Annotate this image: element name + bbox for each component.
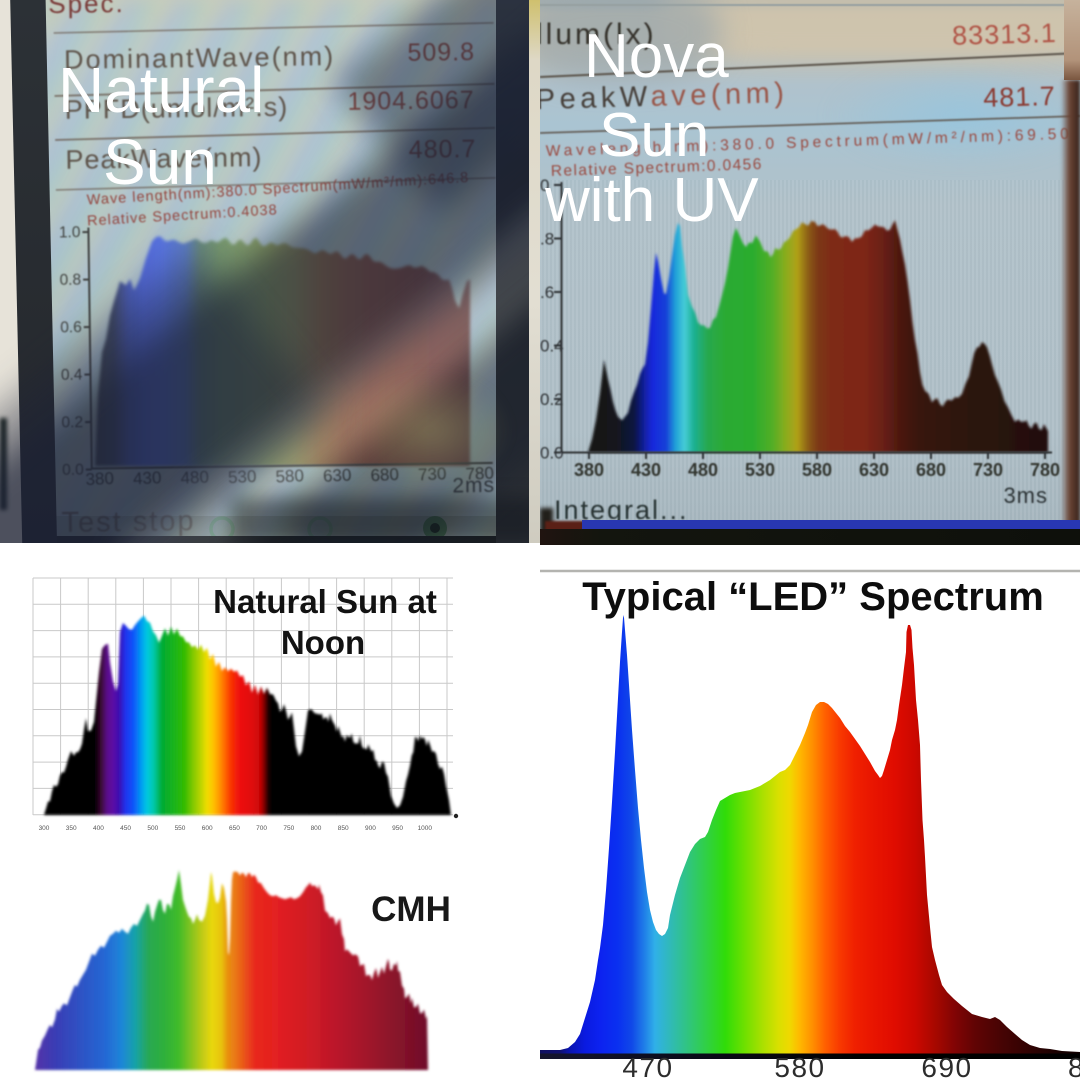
svg-text:8: 8 (1068, 1052, 1080, 1080)
svg-text:0: 0 (540, 176, 549, 195)
svg-text:PPFD(umol/m².s): PPFD(umol/m².s) (65, 92, 289, 125)
svg-text:580: 580 (774, 1052, 825, 1080)
svg-text:730: 730 (418, 464, 447, 484)
svg-text:0.8: 0.8 (59, 272, 81, 289)
svg-text:380: 380 (574, 460, 604, 480)
svg-text:llum(lx): llum(lx) (540, 18, 657, 51)
svg-text:83313.1: 83313.1 (952, 18, 1057, 51)
svg-text:650: 650 (229, 825, 240, 832)
svg-text:900: 900 (365, 825, 376, 832)
svg-text:630: 630 (323, 465, 352, 485)
svg-text:.6: .6 (540, 283, 554, 302)
svg-text:430: 430 (631, 460, 661, 480)
svg-text:.8: .8 (540, 230, 554, 249)
svg-text:750: 750 (283, 825, 294, 832)
svg-text:350: 350 (66, 825, 77, 832)
svg-text:550: 550 (175, 825, 186, 832)
svg-text:0.0: 0.0 (540, 444, 564, 463)
svg-text:700: 700 (256, 825, 267, 832)
svg-text:850: 850 (338, 825, 349, 832)
svg-text:500: 500 (147, 825, 158, 832)
svg-text:470: 470 (622, 1052, 673, 1080)
svg-text:300: 300 (39, 825, 50, 832)
svg-text:0.2: 0.2 (540, 390, 564, 409)
svg-text:480: 480 (688, 460, 718, 480)
svg-text:580: 580 (802, 460, 832, 480)
svg-text:630: 630 (859, 460, 889, 480)
svg-text:680: 680 (916, 460, 946, 480)
svg-text:0.4: 0.4 (61, 367, 83, 384)
svg-text:0.6: 0.6 (60, 319, 82, 336)
svg-text:450: 450 (120, 825, 131, 832)
svg-text:PeakWave(nm): PeakWave(nm) (540, 77, 789, 116)
svg-text:680: 680 (370, 465, 399, 485)
svg-text:0.4: 0.4 (540, 337, 564, 356)
svg-text:481.7: 481.7 (983, 81, 1056, 113)
svg-text:3ms: 3ms (1003, 483, 1048, 508)
svg-text:530: 530 (745, 460, 775, 480)
svg-text:780: 780 (465, 463, 494, 483)
svg-text:400: 400 (93, 825, 104, 832)
svg-text:690: 690 (921, 1052, 972, 1080)
svg-text:600: 600 (202, 825, 213, 832)
svg-text:Natural Sun at: Natural Sun at (213, 583, 437, 620)
svg-text:509.8: 509.8 (407, 38, 475, 67)
svg-text:950: 950 (392, 825, 403, 832)
svg-text:Noon: Noon (281, 624, 365, 661)
svg-text:1000: 1000 (418, 825, 433, 832)
svg-text:780: 780 (1030, 460, 1060, 480)
svg-text:DominantWave(nm): DominantWave(nm) (64, 41, 335, 75)
svg-text:CMH: CMH (371, 890, 451, 929)
svg-text:800: 800 (311, 825, 322, 832)
svg-text:580: 580 (275, 466, 304, 486)
svg-text:730: 730 (973, 460, 1003, 480)
svg-text:1.0: 1.0 (59, 224, 81, 241)
svg-text:2ms: 2ms (452, 474, 495, 498)
svg-text:PeakWave(nm): PeakWave(nm) (65, 142, 262, 175)
svg-text:Spec.: Spec. (48, 0, 125, 19)
svg-text:Typical “LED” Spectrum: Typical “LED” Spectrum (582, 575, 1044, 619)
